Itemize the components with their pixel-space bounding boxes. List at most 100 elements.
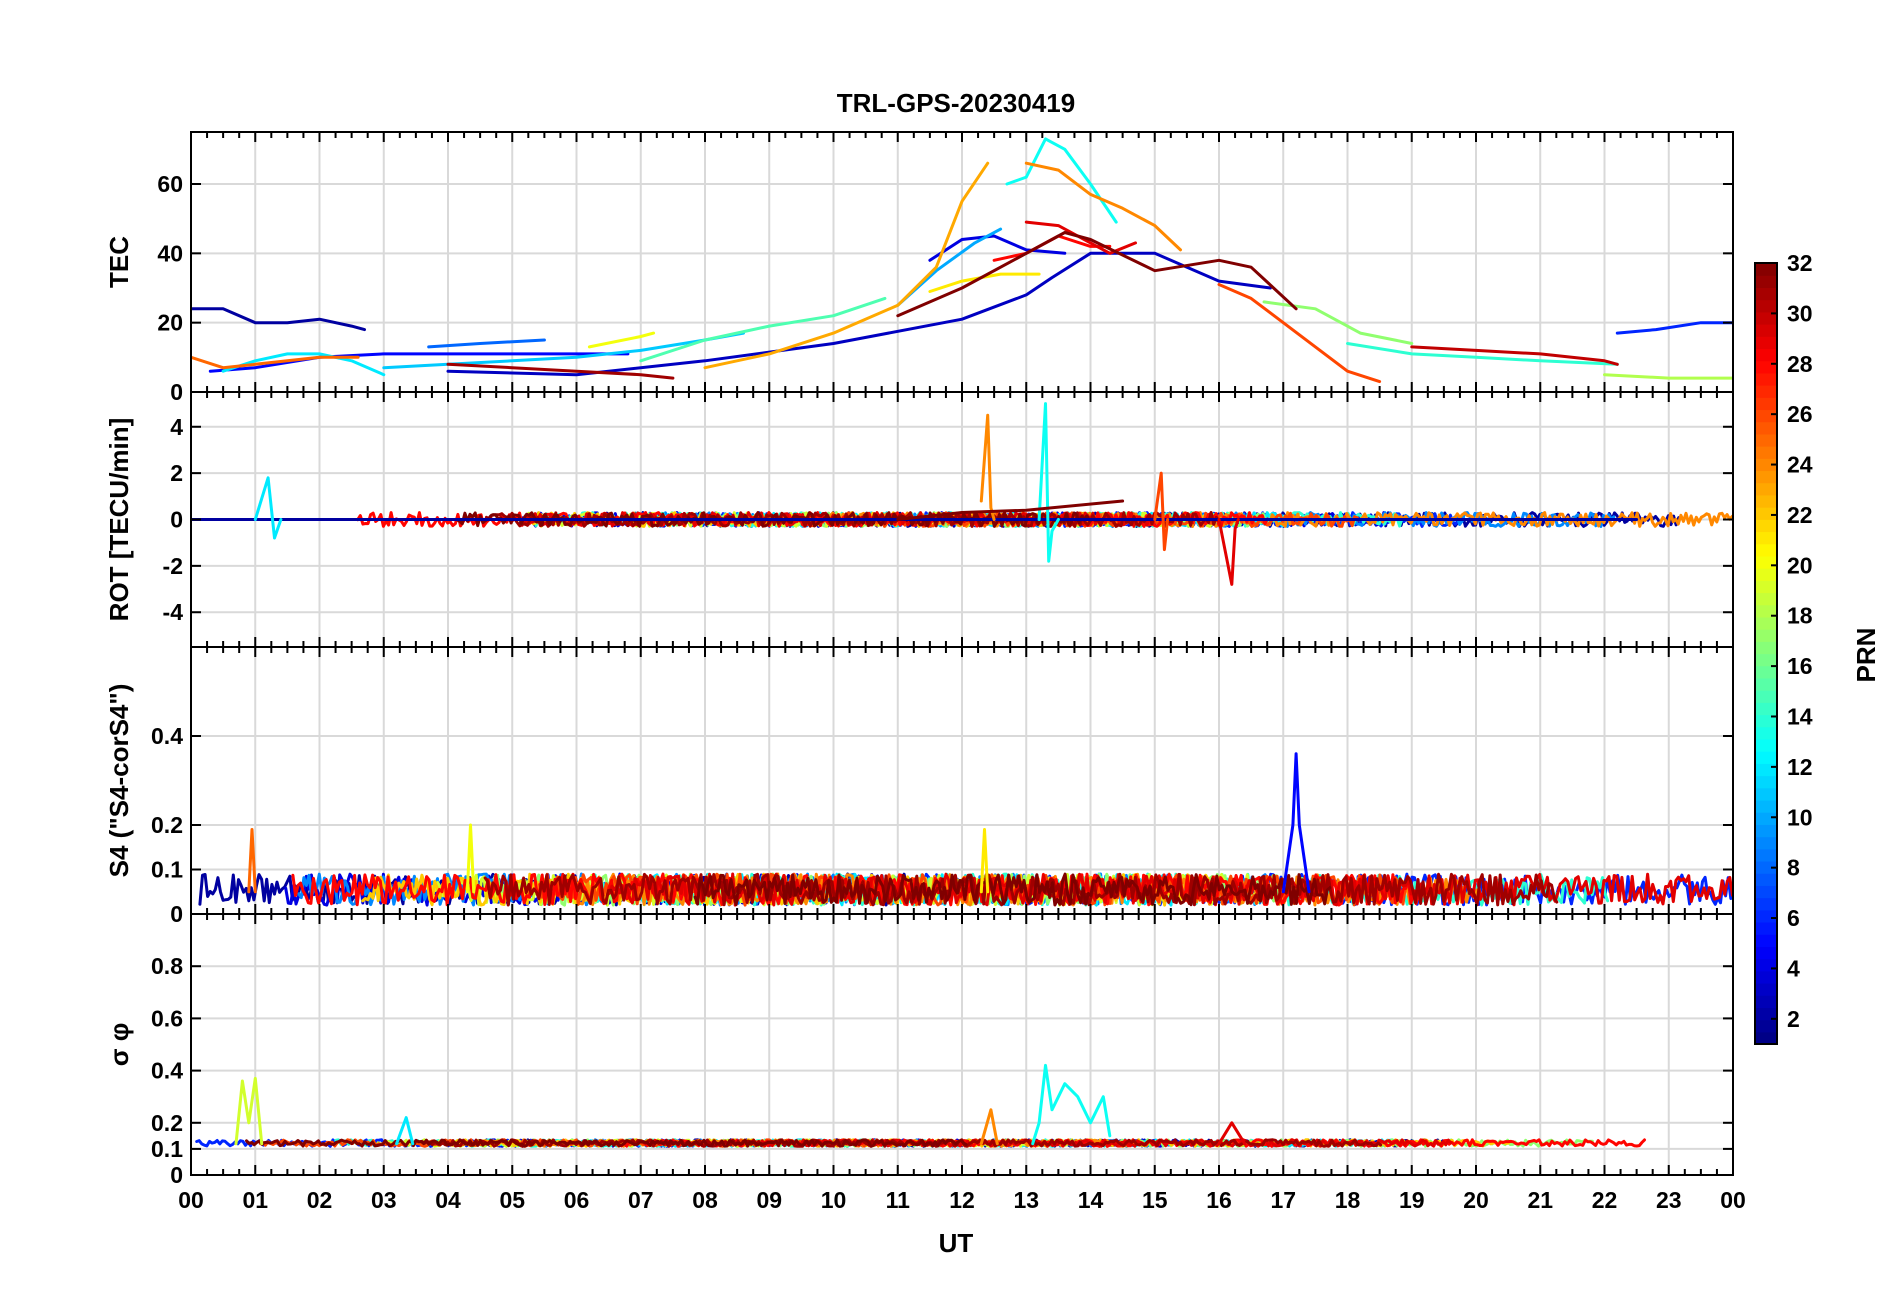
colorbar-segment xyxy=(1755,507,1777,520)
colorbar-tick-label: 2 xyxy=(1787,1006,1800,1032)
colorbar-segment xyxy=(1755,275,1777,288)
colorbar-segment xyxy=(1755,1019,1777,1033)
colorbar-segment xyxy=(1755,482,1777,496)
y-tick-label: 0 xyxy=(170,901,183,927)
y-tick-label: 2 xyxy=(170,460,183,486)
colorbar-segment xyxy=(1755,629,1777,642)
x-tick-label: 17 xyxy=(1270,1187,1296,1213)
colorbar-tick-label: 18 xyxy=(1787,603,1813,629)
panel-s4: 0 0.1 0.2 0.4 S4 ("S4-corS4") xyxy=(104,646,1734,927)
series-prn-19 xyxy=(234,1076,264,1146)
x-tick-label: 22 xyxy=(1592,1187,1618,1213)
traces-sigma xyxy=(195,1063,1646,1148)
x-tick-label: 20 xyxy=(1463,1187,1489,1213)
x-tick-label: 18 xyxy=(1335,1187,1361,1213)
colorbar-segment xyxy=(1755,568,1777,581)
colorbar-segment xyxy=(1755,958,1777,972)
series-prn-13 xyxy=(1037,402,1060,563)
series-prn-30 xyxy=(1410,345,1619,366)
colorbar-tick-label: 16 xyxy=(1787,653,1813,679)
colorbar-segment xyxy=(1755,763,1777,777)
colorbar-segment xyxy=(1755,751,1777,764)
x-tick-labels: 00 01 02 03 04 05 06 07 08 09 10 11 12 13 14 15 16 17 18 19… xyxy=(178,1187,1746,1213)
colorbar-segment xyxy=(1755,909,1777,923)
colorbar-segment xyxy=(1755,592,1777,606)
x-tick-label: 12 xyxy=(949,1187,975,1213)
series-prn-5 xyxy=(208,352,630,373)
colorbar-segment xyxy=(1755,299,1777,313)
x-tick-label: 05 xyxy=(499,1187,525,1213)
colorbar-segment xyxy=(1755,860,1777,874)
colorbar-segment xyxy=(1755,982,1777,996)
x-tick-label: 19 xyxy=(1399,1187,1425,1213)
x-axis-label: UT xyxy=(939,1228,974,1258)
y-tick-label: 0 xyxy=(170,507,183,533)
colorbar-segment xyxy=(1755,873,1777,886)
colorbar-segment xyxy=(1755,311,1777,325)
colorbar-segment xyxy=(1755,848,1777,862)
colorbar-segment xyxy=(1755,421,1777,435)
colorbar-segment xyxy=(1755,555,1777,569)
y-tick-label: 0 xyxy=(170,1162,183,1188)
colorbar-segment xyxy=(1755,665,1777,679)
noise-trace xyxy=(607,872,1733,907)
colorbar-tick-label: 4 xyxy=(1787,955,1800,981)
colorbar-segment xyxy=(1755,616,1777,630)
colorbar-tick-label: 30 xyxy=(1787,300,1813,326)
colorbar-segment xyxy=(1755,1031,1777,1045)
x-tick-label: 00 xyxy=(178,1187,204,1213)
series-prn-13 xyxy=(1031,1063,1112,1146)
y-tick-label: 4 xyxy=(170,414,183,440)
panel-rot: -4 -2 0 2 4 ROT [TECU/min] xyxy=(104,391,1734,648)
y-axis-label-rot: ROT [TECU/min] xyxy=(104,418,134,622)
y-tick-label: 0.4 xyxy=(151,723,183,749)
colorbar-segment xyxy=(1755,470,1777,484)
x-tick-label: 01 xyxy=(242,1187,268,1213)
y-axis-label-sigma: σ φ xyxy=(104,1023,134,1067)
x-tick-label: 06 xyxy=(564,1187,590,1213)
colorbar-segment xyxy=(1755,1007,1777,1021)
series-prn-20 xyxy=(465,823,476,894)
colorbar-tick-label: 24 xyxy=(1787,452,1813,478)
colorbar-segment xyxy=(1755,604,1777,618)
series-prn-20 xyxy=(587,331,656,349)
colorbar-segment xyxy=(1755,726,1777,740)
colorbar-segment xyxy=(1755,690,1777,703)
series-prn-26 xyxy=(1153,471,1170,552)
y-tick-label: 0 xyxy=(170,379,183,405)
colorbar-segment xyxy=(1755,738,1777,752)
chart-title: TRL-GPS-20230419 xyxy=(837,88,1075,118)
colorbar-segment xyxy=(1755,348,1777,362)
x-tick-label: 11 xyxy=(886,1187,911,1213)
colorbar-tick-label: 12 xyxy=(1787,754,1813,780)
series-prn-4 xyxy=(928,234,1067,262)
series-prn-18 xyxy=(1603,373,1733,380)
series-prn-12 xyxy=(395,1116,415,1146)
traces-s4 xyxy=(198,752,1733,907)
series-prn-12 xyxy=(253,476,283,540)
x-tick-label: 16 xyxy=(1206,1187,1232,1213)
colorbar-segment xyxy=(1755,775,1777,789)
colorbar-segment xyxy=(1755,360,1777,374)
colorbar-segment xyxy=(1755,263,1777,276)
colorbar-segment xyxy=(1755,385,1777,398)
colorbar-segment xyxy=(1755,580,1777,594)
colorbar-segment xyxy=(1755,799,1777,813)
x-tick-label: 03 xyxy=(371,1187,397,1213)
colorbar-tick-label: 22 xyxy=(1787,502,1813,528)
colorbar-segment xyxy=(1755,995,1777,1008)
colorbar-segment xyxy=(1755,433,1777,447)
x-tick-label: 02 xyxy=(307,1187,333,1213)
colorbar-segment xyxy=(1755,677,1777,691)
series-prn-25 xyxy=(247,828,257,894)
y-tick-label: 0.8 xyxy=(151,953,183,979)
x-tick-label: 15 xyxy=(1142,1187,1168,1213)
series-prn-8 xyxy=(427,338,546,349)
traces-tec xyxy=(191,137,1733,384)
colorbar-segment xyxy=(1755,336,1777,350)
colorbar-segment xyxy=(1755,519,1777,533)
x-tick-label: 00 xyxy=(1720,1187,1746,1213)
